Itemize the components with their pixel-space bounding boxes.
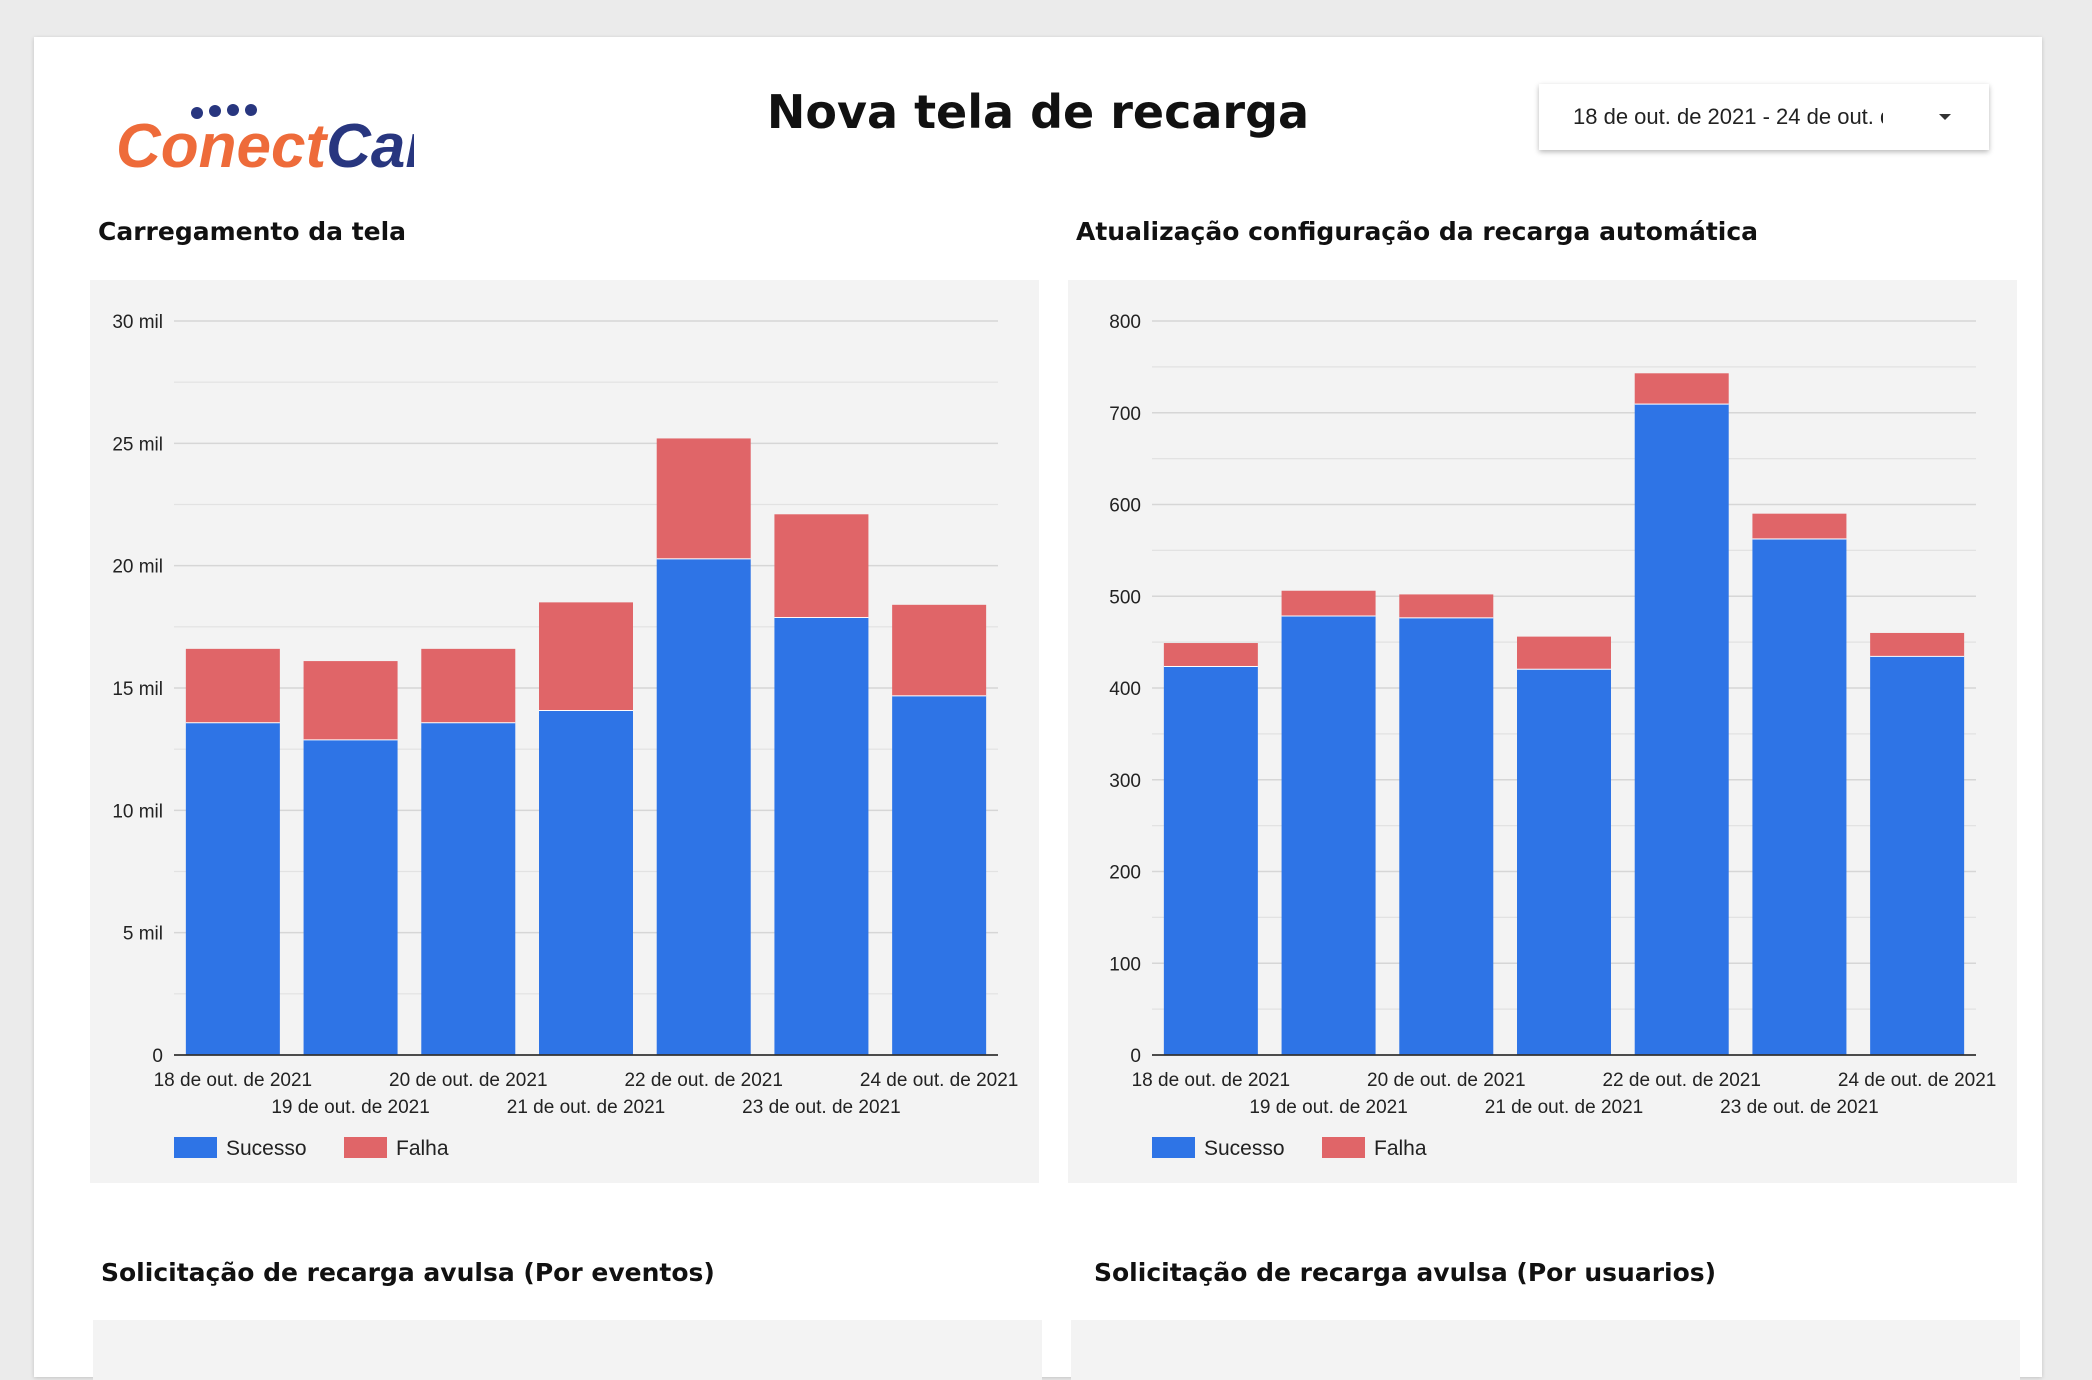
- y-tick-label: 20 mil: [112, 557, 163, 578]
- bar-falha[interactable]: [1752, 513, 1847, 539]
- caret-down-icon[interactable]: [1939, 114, 1951, 120]
- date-range-picker[interactable]: 18 de out. de 2021 - 24 de out. de 2021: [1539, 84, 1989, 150]
- legend-label: Falha: [1374, 1137, 1427, 1160]
- bar-sucesso[interactable]: [303, 739, 398, 1055]
- y-tick-label: 800: [1109, 312, 1141, 333]
- y-tick-label: 15 mil: [112, 679, 163, 700]
- y-tick-label: 700: [1109, 404, 1141, 425]
- y-tick-label: 30 mil: [112, 312, 163, 333]
- legend-swatch: [1322, 1137, 1365, 1158]
- bar-falha[interactable]: [774, 514, 869, 618]
- bar-sucesso[interactable]: [421, 722, 516, 1055]
- x-tick-label: 24 de out. de 2021: [1838, 1070, 1996, 1091]
- report-page: ConectCar Nova tela de recarga 18 de out…: [34, 37, 2042, 1380]
- bar-falha[interactable]: [892, 604, 987, 696]
- legend-item-sucesso[interactable]: Sucesso: [174, 1137, 307, 1160]
- y-tick-label: 25 mil: [112, 434, 163, 455]
- legend-label: Sucesso: [1204, 1137, 1285, 1160]
- legend-swatch: [1152, 1137, 1195, 1158]
- legend-label: Falha: [396, 1137, 449, 1160]
- legend-item-sucesso[interactable]: Sucesso: [1152, 1137, 1285, 1160]
- x-tick-label: 22 de out. de 2021: [624, 1070, 782, 1091]
- bar-sucesso[interactable]: [1281, 615, 1376, 1055]
- legend-swatch: [174, 1137, 217, 1158]
- bar-falha[interactable]: [303, 661, 398, 740]
- chart-screen-load: 0 5 mil 10 mil 15 mil 20 mil 25 mil 30 mil 18 d…: [112, 312, 1018, 1160]
- x-tick-label: 23 de out. de 2021: [1720, 1097, 1878, 1118]
- chart-panel-recharge-users: [1071, 1320, 2020, 1380]
- bar-falha[interactable]: [185, 648, 280, 723]
- bar-falha[interactable]: [1517, 636, 1611, 669]
- x-tick-label: 24 de out. de 2021: [860, 1070, 1018, 1091]
- bar-falha[interactable]: [1399, 594, 1494, 618]
- legend-label: Sucesso: [226, 1137, 307, 1160]
- page-title: Nova tela de recarga: [766, 85, 1310, 139]
- y-tick-label: 500: [1109, 587, 1141, 608]
- x-tick-label: 22 de out. de 2021: [1602, 1070, 1760, 1091]
- section-title-auto-recharge: Atualização configuração da recarga auto…: [1076, 217, 1759, 246]
- bar-sucesso[interactable]: [774, 617, 869, 1055]
- y-tick-label: 5 mil: [123, 924, 163, 945]
- bar-falha[interactable]: [1281, 590, 1376, 616]
- y-tick-label: 300: [1109, 771, 1141, 792]
- bar-falha[interactable]: [1634, 373, 1729, 404]
- x-tick-label: 23 de out. de 2021: [742, 1097, 900, 1118]
- section-title-recharge-events: Solicitação de recarga avulsa (Por event…: [101, 1258, 715, 1287]
- section-title-screen-load: Carregamento da tela: [98, 217, 407, 246]
- chart-panel-auto-recharge: 0 100 200 300 400 500 600 700 800 18 de out. de 2…: [1068, 280, 2017, 1183]
- date-range-label: 18 de out. de 2021 - 24 de out. de 2021: [1573, 104, 1883, 129]
- y-tick-label: 0: [152, 1046, 163, 1067]
- y-tick-label: 200: [1109, 863, 1141, 884]
- legend-item-falha[interactable]: Falha: [344, 1137, 449, 1160]
- x-tick-label: 20 de out. de 2021: [1367, 1070, 1525, 1091]
- x-tick-label: 21 de out. de 2021: [507, 1097, 665, 1118]
- section-title-recharge-users: Solicitação de recarga avulsa (Por usuar…: [1094, 1258, 1717, 1287]
- x-tick-label: 19 de out. de 2021: [1249, 1097, 1407, 1118]
- bar-sucesso[interactable]: [656, 558, 751, 1055]
- y-tick-label: 100: [1109, 954, 1141, 975]
- bar-sucesso[interactable]: [1870, 655, 1965, 1055]
- x-tick-label: 19 de out. de 2021: [271, 1097, 429, 1118]
- y-tick-label: 0: [1130, 1046, 1141, 1067]
- y-tick-label: 10 mil: [112, 801, 163, 822]
- bar-falha[interactable]: [421, 648, 516, 723]
- y-tick-label: 400: [1109, 679, 1141, 700]
- bar-falha[interactable]: [656, 438, 751, 559]
- legend-swatch: [344, 1137, 387, 1158]
- bar-sucesso[interactable]: [1163, 665, 1258, 1055]
- bar-sucesso[interactable]: [1517, 668, 1611, 1055]
- chart-panel-screen-load: 0 5 mil 10 mil 15 mil 20 mil 25 mil 30 mil 18 d…: [90, 280, 1039, 1183]
- x-tick-label: 18 de out. de 2021: [1132, 1070, 1290, 1091]
- bar-falha[interactable]: [1163, 643, 1258, 666]
- legend-item-falha[interactable]: Falha: [1322, 1137, 1427, 1160]
- x-tick-label: 18 de out. de 2021: [154, 1070, 312, 1091]
- chart-auto-recharge: 0 100 200 300 400 500 600 700 800 18 de out. de 2…: [1109, 312, 1996, 1160]
- bar-sucesso[interactable]: [1634, 403, 1729, 1055]
- bar-sucesso[interactable]: [892, 695, 987, 1055]
- bar-falha[interactable]: [539, 602, 633, 711]
- bar-sucesso[interactable]: [1399, 617, 1494, 1055]
- bar-sucesso[interactable]: [539, 710, 633, 1055]
- x-tick-label: 21 de out. de 2021: [1485, 1097, 1643, 1118]
- y-tick-label: 600: [1109, 496, 1141, 517]
- bar-sucesso[interactable]: [185, 722, 280, 1055]
- bar-sucesso[interactable]: [1752, 538, 1847, 1055]
- chart-panel-recharge-events: [93, 1320, 1042, 1380]
- bar-falha[interactable]: [1870, 632, 1965, 656]
- x-tick-label: 20 de out. de 2021: [389, 1070, 547, 1091]
